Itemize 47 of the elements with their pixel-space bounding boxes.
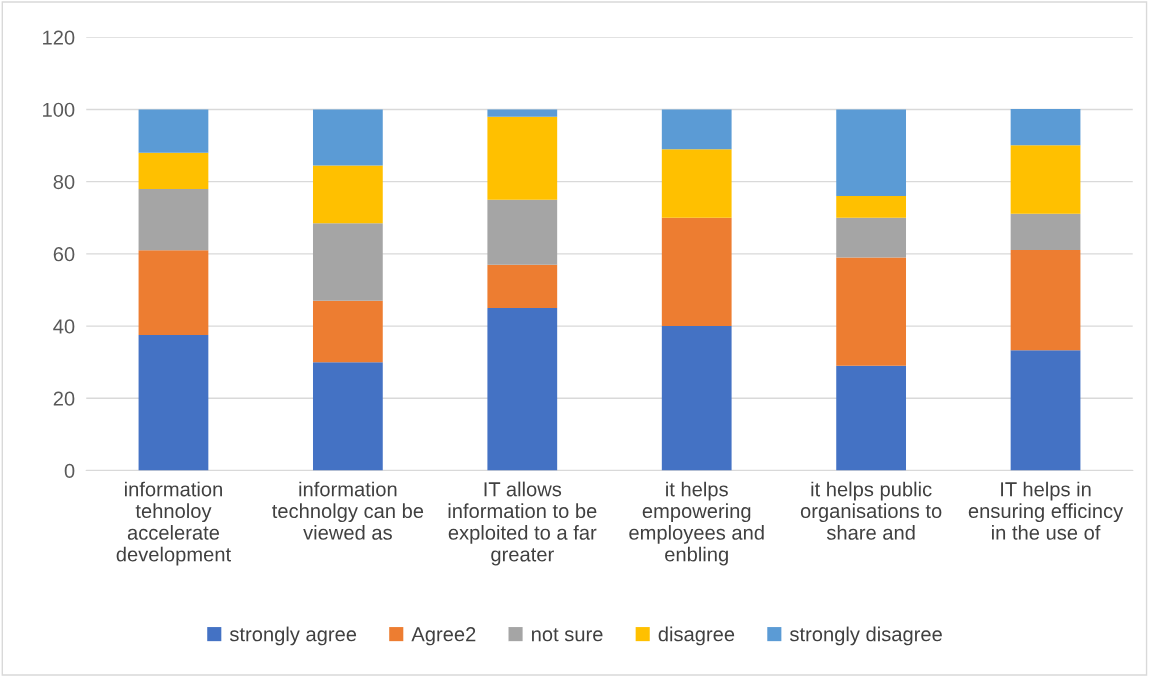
bar [836,217,907,258]
bar [1010,213,1081,250]
x-tick-label: it helps public organisations to share and [800,481,942,540]
bar [661,109,732,150]
bar [1010,350,1081,471]
y-tick-label: 60 [53,247,75,262]
bar [138,152,209,189]
bar [138,250,209,336]
legend-label: strongly agree [229,626,357,646]
bar [1010,249,1081,351]
x-tick-label: IT helps in ensuring efficincy in the use of [968,481,1124,540]
bar [312,165,383,224]
bar [836,257,907,366]
y-tick-label: 80 [53,174,75,190]
bar [661,326,732,471]
bar [312,300,383,363]
bar [661,149,732,218]
y-tick-label: 40 [53,319,75,334]
bar [312,362,383,471]
bar [138,188,209,251]
bar [138,109,209,153]
x-tick-label: information tehnoloy accelerate development [116,481,231,566]
bar [487,264,558,309]
bar [1010,109,1081,146]
bar [661,217,732,327]
y-tick-label: 100 [43,102,75,117]
y-tick-label: 20 [53,391,75,406]
bar [487,199,558,265]
bar [312,109,383,166]
x-tick-label: it helps empowering employees and enbling [629,481,764,566]
bar [312,223,383,301]
legend-label: not sure [532,628,603,642]
legend-label: Agree2 [411,627,476,646]
bar [487,109,558,117]
bar [836,196,907,218]
bar [138,335,209,471]
bar [836,109,907,197]
bar [487,116,558,200]
bar [836,365,907,471]
y-tick-label: 120 [43,30,75,45]
x-tick-label: IT allows information to be exploited to a far greater [448,481,597,566]
legend-label: disagree [658,626,735,646]
bar [1010,145,1081,214]
x-tick-label: information technolgy can be viewed as [272,481,424,540]
legend-label: strongly disagree [789,626,942,646]
bar [487,308,558,471]
y-tick-label: 0 [64,463,75,479]
